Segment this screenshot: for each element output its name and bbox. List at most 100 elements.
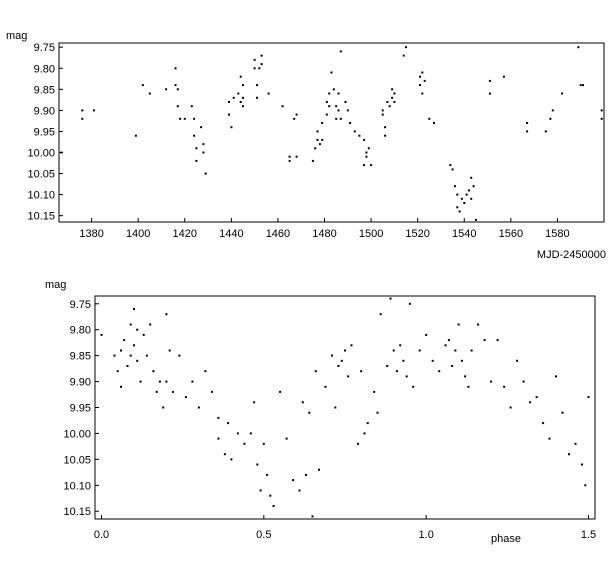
data-point <box>292 479 295 482</box>
data-point <box>391 88 394 91</box>
data-point <box>242 84 244 87</box>
data-point <box>337 92 340 95</box>
data-point <box>483 339 486 342</box>
data-point <box>428 117 431 120</box>
data-point <box>281 105 284 108</box>
data-point <box>197 406 200 409</box>
data-point <box>272 505 275 507</box>
data-point <box>561 92 564 95</box>
data-point <box>412 385 415 388</box>
data-point <box>472 185 475 188</box>
data-point <box>202 151 205 154</box>
data-point <box>460 197 463 200</box>
data-point <box>202 143 205 146</box>
data-point <box>227 422 230 425</box>
data-point <box>253 401 256 404</box>
y-tick-label: 10.15 <box>27 211 55 223</box>
data-point <box>133 308 135 310</box>
data-point <box>328 92 331 95</box>
data-point <box>381 109 384 112</box>
data-point <box>330 71 333 74</box>
data-point <box>256 463 259 466</box>
data-point <box>232 96 235 99</box>
data-point <box>389 297 392 300</box>
data-point <box>433 122 435 124</box>
data-point <box>386 365 389 367</box>
data-point <box>477 323 480 326</box>
data-point <box>256 96 258 99</box>
data-point <box>288 155 291 158</box>
data-point <box>379 313 382 316</box>
x-tick-label: 1420 <box>173 228 197 240</box>
data-point <box>454 349 457 352</box>
data-point <box>386 101 389 103</box>
x-tick-group: 1380 1400 1420 1440 1460 1480 1500 1520 1540 1560… <box>79 218 570 240</box>
data-point <box>402 54 405 57</box>
data-point <box>470 176 473 179</box>
data-point <box>421 71 424 74</box>
data-point <box>496 339 499 342</box>
data-point <box>269 494 272 497</box>
data-point <box>391 96 394 99</box>
data-point <box>335 117 338 120</box>
data-point <box>438 370 441 373</box>
data-point <box>81 117 84 120</box>
data-point <box>467 189 470 192</box>
data-point <box>535 396 538 399</box>
data-point <box>584 484 587 487</box>
data-point <box>256 84 258 87</box>
x-tick-label: 1380 <box>79 228 103 240</box>
data-point <box>457 323 460 326</box>
data-point <box>295 113 298 116</box>
data-point <box>295 155 298 158</box>
data-point <box>357 442 359 445</box>
x-tick-label: 1400 <box>126 228 150 240</box>
data-point <box>325 113 328 116</box>
data-point <box>337 109 340 112</box>
data-point <box>258 67 261 70</box>
data-point <box>470 197 473 200</box>
data-point <box>340 359 343 362</box>
data-point <box>293 117 296 120</box>
y-tick-label: 10.05 <box>27 169 55 181</box>
data-point <box>384 126 387 129</box>
x-tick-label: 1520 <box>405 228 429 240</box>
data-point <box>325 101 328 103</box>
data-point <box>141 84 144 87</box>
data-point <box>230 458 233 461</box>
data-point <box>488 92 491 95</box>
data-point <box>503 385 506 388</box>
data-point <box>587 396 590 399</box>
data-point <box>388 105 391 108</box>
y-tick-label: 10.10 <box>27 190 55 202</box>
data-point <box>262 442 265 445</box>
data-point <box>228 113 230 116</box>
data-point <box>116 370 119 373</box>
data-point <box>488 79 491 82</box>
data-point <box>344 101 347 103</box>
light-curve-chart: mag MJD-2450000 1380 1400 1420 1440 1460 1480… <box>6 30 606 261</box>
x-tick-label: 1440 <box>219 228 243 240</box>
data-point <box>134 134 137 137</box>
y-tick-group: 9.75 9.80 9.85 9.90 9.95 10.00 10.05 10.10 10.15 <box>63 299 99 518</box>
data-point <box>347 375 350 378</box>
data-point <box>171 390 174 393</box>
data-point <box>92 109 95 112</box>
data-point <box>490 380 493 383</box>
data-point <box>155 390 158 393</box>
data-point <box>193 117 196 120</box>
data-point <box>465 193 468 196</box>
data-point <box>223 453 226 456</box>
data-point <box>431 359 434 362</box>
data-point <box>376 411 379 414</box>
data-point <box>193 134 196 137</box>
data-point <box>453 185 456 188</box>
data-point <box>423 79 426 82</box>
data-point <box>136 328 139 331</box>
data-point <box>191 380 194 383</box>
data-point <box>321 138 324 141</box>
data-point <box>183 117 186 120</box>
data-point <box>367 147 370 150</box>
data-point <box>335 105 338 108</box>
data-point <box>148 92 151 95</box>
